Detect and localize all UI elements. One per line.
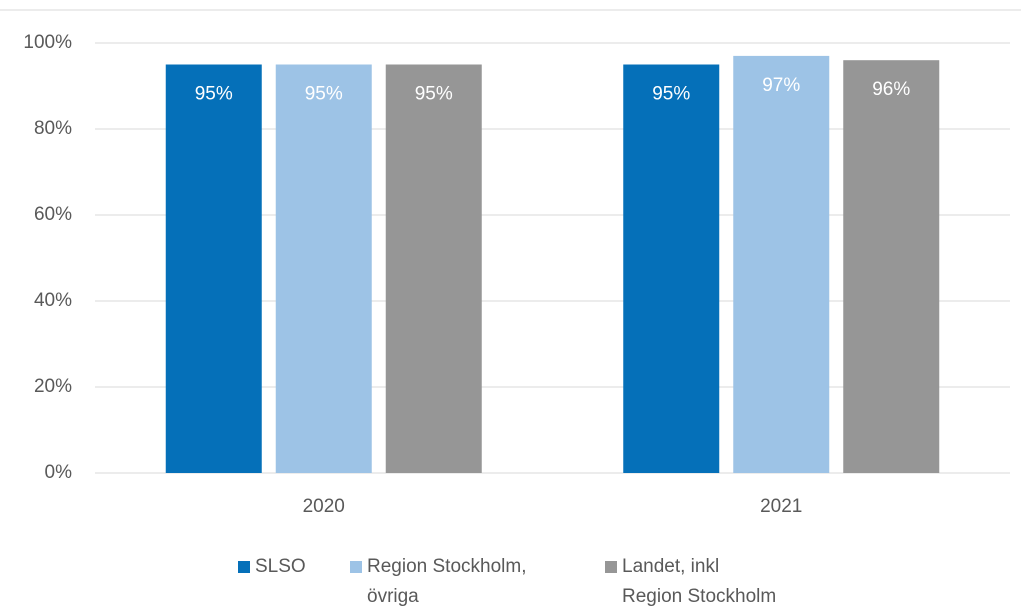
legend-label: Landet, inkl Region Stockholm — [622, 556, 777, 607]
data-label: 95% — [415, 84, 453, 105]
legend-item: Landet, inkl Region Stockholm — [605, 552, 782, 612]
legend-swatch — [350, 561, 362, 573]
y-tick-label: 20% — [34, 376, 72, 397]
x-tick-label: 2021 — [760, 496, 802, 517]
y-tick-label: 80% — [34, 118, 72, 139]
legend-label: Region Stockholm, övriga — [367, 556, 527, 607]
legend-item: Region Stockholm, övriga — [350, 552, 567, 612]
y-tick-label: 40% — [34, 290, 72, 311]
bar — [843, 60, 940, 473]
data-label: 97% — [762, 75, 800, 96]
data-label: 95% — [652, 84, 690, 105]
bar — [623, 64, 720, 473]
data-label: 96% — [872, 79, 910, 100]
bar — [165, 64, 262, 473]
legend-item: SLSO — [238, 552, 325, 582]
x-tick-label: 2020 — [303, 496, 345, 517]
legend-swatch — [238, 561, 250, 573]
y-tick-label: 100% — [23, 32, 72, 53]
data-label: 95% — [305, 84, 343, 105]
legend-swatch — [605, 561, 617, 573]
chart: 0% 20% 40% 60% 80% 100% 2020 95% 95% 95% 2021 95% 97… — [0, 9, 1021, 517]
bar — [733, 55, 830, 474]
legend: SLSO Region Stockholm, övriga Landet, inkl… — [0, 552, 1021, 610]
bar — [385, 64, 482, 473]
bar — [275, 64, 372, 473]
data-label: 95% — [195, 84, 233, 105]
legend-label: SLSO — [255, 556, 306, 577]
y-tick-label: 60% — [34, 204, 72, 225]
y-tick-label: 0% — [45, 462, 73, 483]
